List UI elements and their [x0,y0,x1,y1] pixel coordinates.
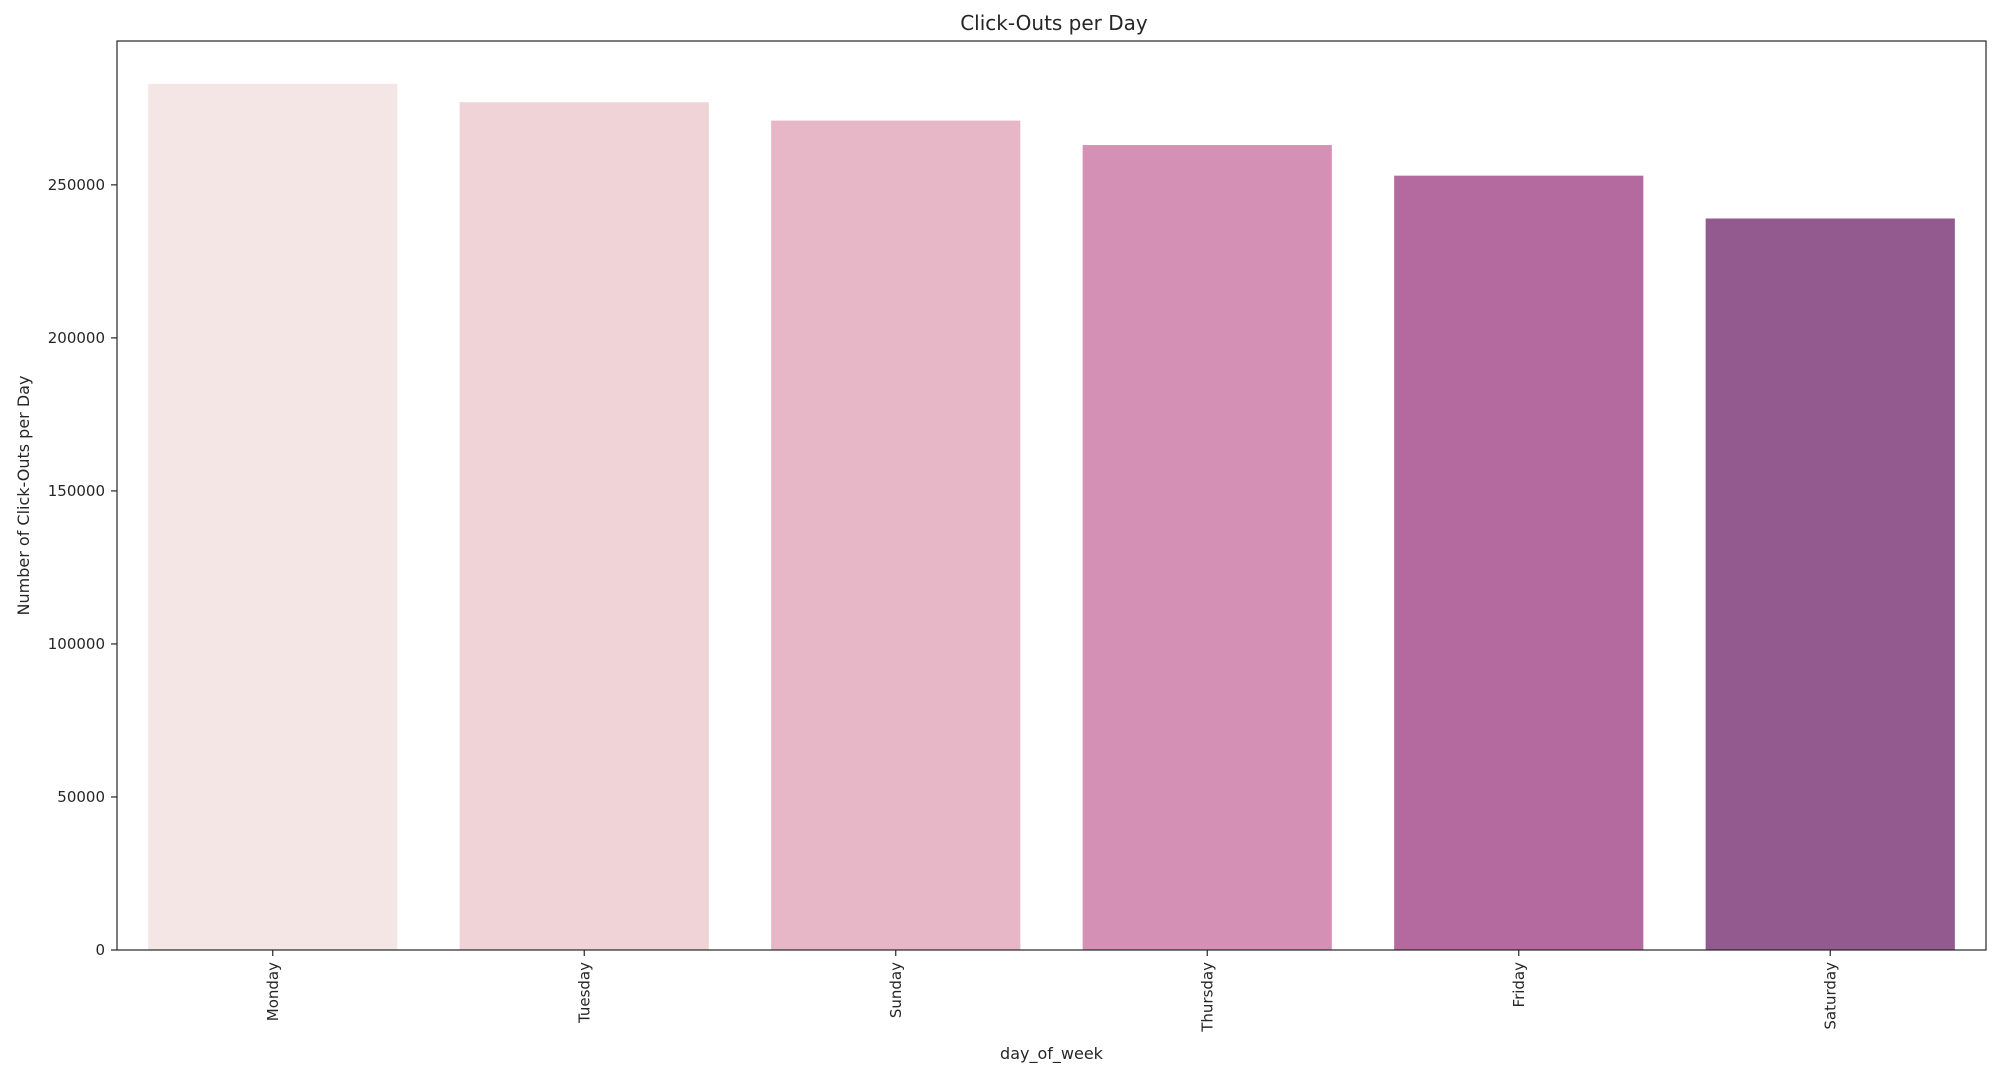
x-tick-label: Thursday [1198,962,1216,1033]
x-tick-label: Tuesday [575,962,593,1024]
y-axis-ticks: 0 50000 100000 150000 200000 250000 [48,176,117,959]
bars-group [148,83,1955,951]
bar-thursday [1082,145,1332,950]
x-tick-label: Monday [264,962,282,1021]
bar-saturday [1705,218,1955,951]
x-axis-label: day_of_week [1000,1044,1104,1064]
y-tick-label: 0 [95,941,105,959]
bar-tuesday [459,102,709,951]
bar-sunday [771,120,1021,951]
y-axis-label: Number of Click-Outs per Day [14,376,33,616]
plot-frame [116,40,1987,951]
chart-title: Click-Outs per Day [960,11,1148,35]
x-axis-ticks: Monday Tuesday Sunday Thursday Friday Saturda… [264,950,1839,1033]
y-tick-label: 50000 [57,788,105,806]
y-tick-label: 100000 [48,635,105,653]
y-tick-label: 250000 [48,176,105,194]
x-tick-label: Saturday [1821,962,1839,1030]
x-tick-label: Sunday [887,962,905,1018]
bar-friday [1394,175,1644,950]
bar-monday [148,83,398,950]
y-tick-label: 200000 [48,329,105,347]
y-tick-label: 150000 [48,482,105,500]
x-tick-label: Friday [1510,962,1528,1008]
